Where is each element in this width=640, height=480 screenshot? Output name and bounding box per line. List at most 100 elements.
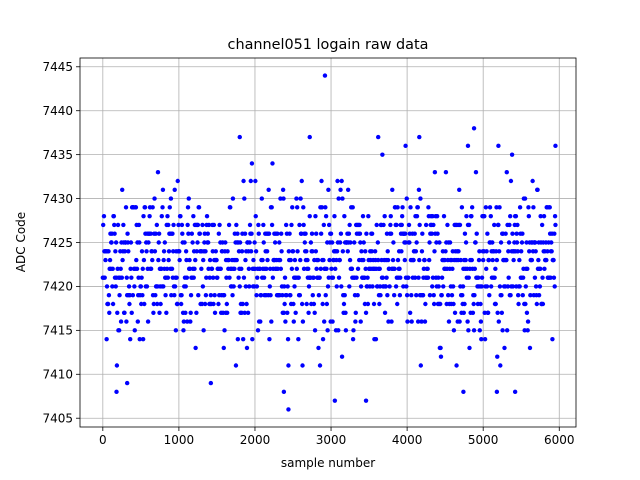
data-point: [300, 319, 306, 324]
data-point: [323, 205, 328, 210]
data-point: [339, 284, 344, 289]
data-point: [113, 249, 118, 254]
data-point: [530, 178, 535, 184]
data-point: [329, 240, 335, 245]
data-point: [507, 222, 512, 228]
data-point: [298, 257, 303, 263]
data-point: [458, 257, 463, 263]
data-point: [506, 275, 511, 280]
data-point: [442, 257, 447, 263]
data-point: [411, 257, 416, 263]
data-point: [247, 240, 252, 245]
data-point: [482, 336, 488, 342]
data-point: [511, 257, 516, 263]
data-point: [479, 284, 484, 289]
data-point: [524, 310, 530, 315]
data-point: [210, 249, 215, 254]
data-point: [209, 266, 215, 272]
data-point: [323, 293, 328, 298]
data-point: [438, 345, 443, 351]
data-point: [156, 240, 161, 245]
data-point: [404, 293, 410, 298]
data-point: [278, 196, 283, 201]
data-point: [245, 310, 251, 315]
data-point: [179, 293, 184, 298]
data-point: [508, 178, 514, 184]
data-point: [286, 249, 292, 254]
data-point: [133, 205, 139, 210]
data-point: [479, 336, 484, 342]
y-tick-label: 7440: [42, 104, 73, 118]
data-point: [113, 284, 118, 289]
data-point: [438, 354, 444, 359]
data-point: [183, 249, 189, 254]
data-point: [469, 257, 474, 263]
data-point: [457, 187, 462, 192]
data-point: [242, 310, 247, 315]
data-point: [434, 213, 440, 219]
data-point: [310, 249, 315, 254]
data-point: [190, 240, 195, 245]
data-point: [385, 293, 390, 298]
data-point: [237, 240, 243, 245]
data-point: [182, 240, 187, 245]
data-point: [459, 205, 465, 210]
data-point: [551, 275, 557, 280]
data-point: [191, 213, 196, 219]
data-point: [365, 275, 370, 280]
data-point: [472, 266, 478, 272]
data-point: [193, 257, 198, 263]
data-point: [311, 301, 317, 307]
data-point: [350, 205, 355, 210]
data-point: [516, 301, 521, 307]
data-point: [113, 240, 119, 245]
data-point: [493, 249, 499, 254]
data-point: [134, 257, 139, 263]
data-point: [517, 257, 522, 263]
data-point: [207, 275, 212, 280]
data-point: [115, 222, 121, 228]
data-point: [232, 266, 237, 272]
data-point: [127, 301, 132, 307]
data-point: [341, 301, 347, 307]
data-point: [296, 275, 301, 280]
data-point: [149, 249, 155, 254]
data-point: [536, 257, 541, 263]
data-point: [338, 187, 343, 192]
data-point: [413, 249, 419, 254]
data-point: [385, 257, 391, 263]
data-point: [280, 293, 285, 298]
data-point: [492, 222, 497, 228]
data-point: [286, 407, 291, 412]
data-point: [447, 240, 453, 245]
data-point: [162, 240, 168, 245]
data-point: [378, 293, 383, 298]
data-point: [471, 328, 477, 333]
data-point: [172, 284, 178, 289]
data-point: [312, 310, 317, 315]
data-point: [203, 293, 209, 298]
data-point: [528, 293, 533, 298]
data-point: [191, 275, 196, 280]
data-point: [317, 363, 323, 368]
data-point: [464, 213, 469, 219]
data-point: [227, 275, 232, 280]
data-point: [382, 310, 388, 315]
data-point: [250, 336, 255, 342]
data-point: [485, 310, 491, 315]
data-point: [533, 240, 538, 245]
data-point: [241, 178, 246, 184]
data-point: [112, 231, 117, 236]
data-point: [375, 240, 381, 245]
data-point: [230, 196, 236, 201]
data-point: [279, 249, 284, 254]
data-point: [380, 275, 385, 280]
data-point: [425, 275, 431, 280]
data-point: [175, 178, 180, 184]
data-point: [248, 249, 254, 254]
data-point: [343, 328, 349, 333]
data-point: [112, 222, 117, 228]
data-point: [385, 249, 390, 254]
data-point: [525, 319, 531, 324]
